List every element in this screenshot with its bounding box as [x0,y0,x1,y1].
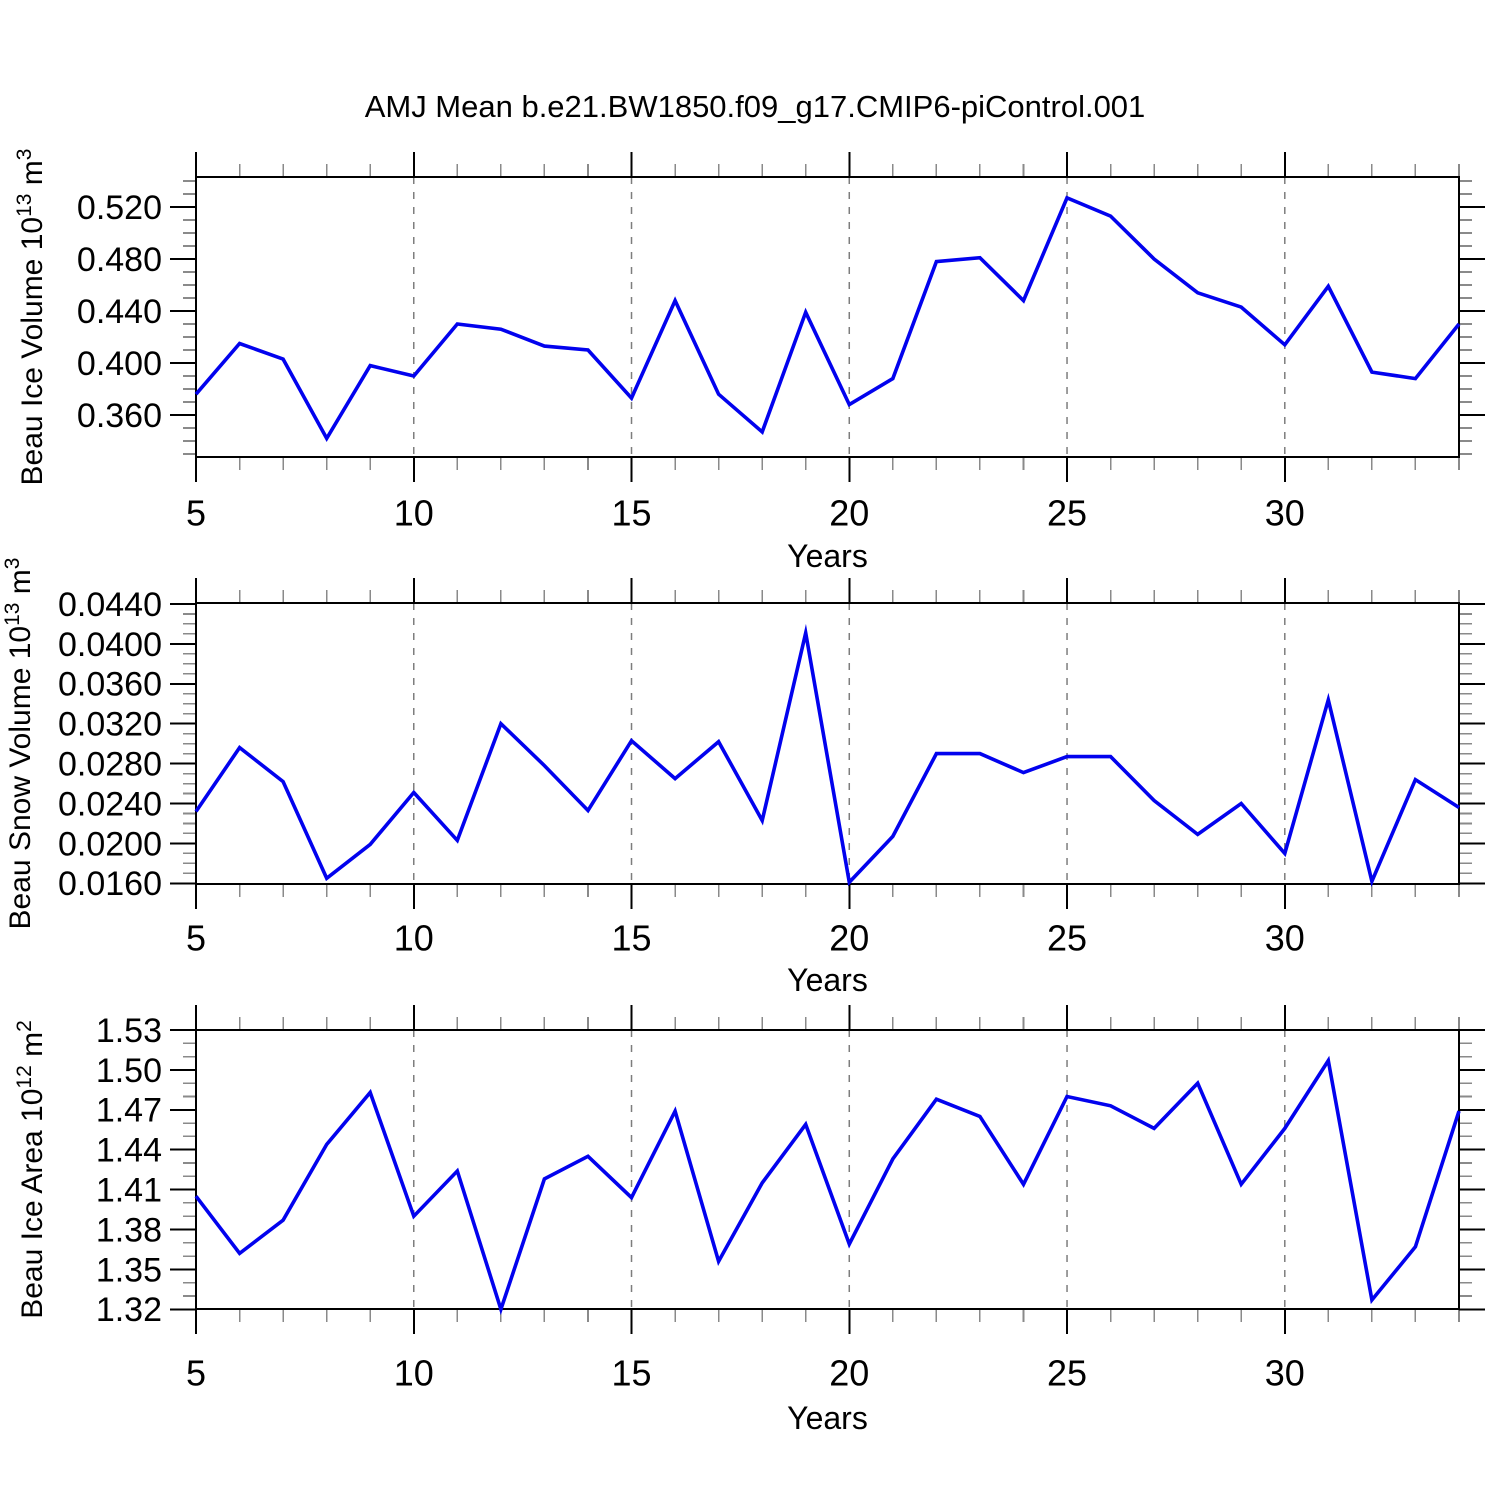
x-tick-label: 15 [611,493,651,534]
y-tick-label: 1.41 [96,1171,162,1209]
snow-volume-series-line [194,623,1460,888]
ticks [170,1005,1485,1334]
y-tick-label: 0.360 [77,397,162,435]
x-tick-label: 30 [1265,1353,1305,1394]
panel-ice-area: 1.321.351.381.411.441.471.501.53 5 10 15 20 2… [13,1005,1485,1436]
y-tick-label: 0.0440 [58,586,162,624]
plot-frame [195,602,1460,885]
y-tick-label: 0.480 [77,241,162,279]
y-axis-title: Beau Ice Area 1012 m2 [13,1020,49,1319]
ice-area-series-line [194,1055,1461,1316]
x-tick-label: 10 [394,493,434,534]
y-tick-label: 0.520 [77,189,162,227]
y-tick-label: 0.0360 [58,666,162,704]
x-tick-label: 5 [186,493,206,534]
y-axis-title: Beau Snow Volume 1013 m3 [1,558,37,930]
y-tick-label: 1.53 [96,1012,162,1050]
y-tick-label: 1.38 [96,1211,162,1249]
y-tick-label: 0.440 [77,293,162,331]
x-tick-label: 20 [829,918,869,959]
panel-snow-volume: 0.01600.02000.02400.02800.03200.03600.04… [1,558,1485,998]
x-tick-label: 25 [1047,1353,1087,1394]
x-axis-title: Years [787,962,868,998]
y-tick-label: 0.0280 [58,745,162,783]
y-tick-label: 1.44 [96,1132,162,1170]
x-axis-title: Years [787,538,868,574]
panel-ice-volume: 0.360 0.400 0.440 0.480 0.520 5 10 15 20 25 30 Year… [13,149,1485,574]
x-tick-label: 30 [1265,493,1305,534]
y-tick-label: 0.0320 [58,706,162,744]
y-tick-label: 0.0400 [58,626,162,664]
y-tick-label: 0.0240 [58,785,162,823]
y-tick-label: 1.50 [96,1052,162,1090]
y-tick-label: 0.400 [77,345,162,383]
x-tick-label: 30 [1265,918,1305,959]
y-tick-label: 0.0200 [58,825,162,863]
x-tick-label: 20 [829,493,869,534]
y-tick-label: 1.32 [96,1291,162,1329]
x-tick-label: 20 [829,1353,869,1394]
x-tick-label: 15 [611,1353,651,1394]
x-tick-label: 5 [186,918,206,959]
y-tick-label: 1.47 [96,1092,162,1130]
plot-frame [195,176,1460,458]
x-tick-label: 15 [611,918,651,959]
y-tick-label: 1.35 [96,1251,162,1289]
x-tick-label: 5 [186,1353,206,1394]
x-axis-title: Years [787,1400,868,1436]
figure-title: AMJ Mean b.e21.BW1850.f09_g17.CMIP6-piCo… [365,89,1146,124]
x-tick-label: 10 [394,918,434,959]
x-tick-label: 10 [394,1353,434,1394]
ice-volume-series-line [194,195,1461,443]
ticks [170,152,1485,482]
y-axis-title: Beau Ice Volume 1013 m3 [13,149,49,486]
panels-group: 0.360 0.400 0.440 0.480 0.520 5 10 15 20 25 30 Year… [1,149,1485,1436]
y-tick-label: 0.0160 [58,865,162,903]
ticks [170,578,1485,909]
plot-frame [195,1029,1460,1310]
x-tick-label: 25 [1047,493,1087,534]
x-tick-label: 25 [1047,918,1087,959]
